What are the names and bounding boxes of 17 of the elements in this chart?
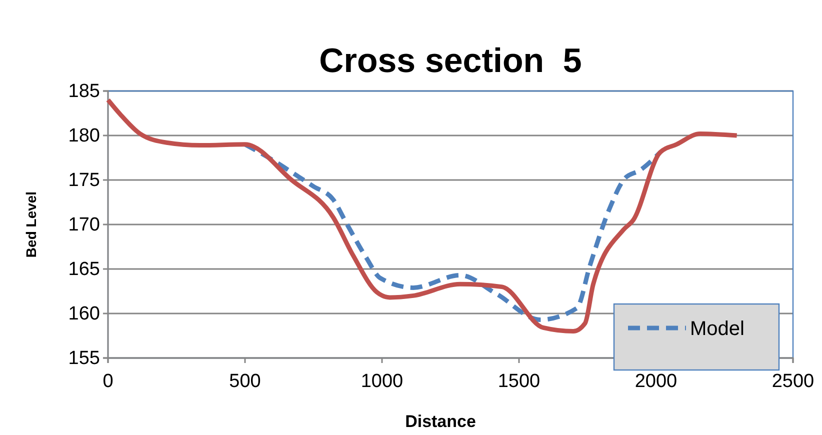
y-tick-label: 160 — [68, 304, 100, 325]
y-tick-label: 165 — [68, 259, 100, 280]
x-tick-label: 0 — [102, 370, 114, 392]
y-axis-title: Bed Level — [23, 191, 39, 258]
y-tick-label: 180 — [68, 126, 100, 147]
x-tick-label: 2500 — [772, 370, 814, 392]
chart-title: Cross section 5 — [319, 42, 582, 80]
y-tick-label: 155 — [68, 348, 100, 370]
x-tick-label: 1500 — [498, 370, 540, 392]
y-tick-label: 175 — [68, 170, 100, 192]
y-tick-label: 170 — [68, 214, 100, 236]
legend-label: Model — [690, 318, 744, 340]
x-axis-title: Distance — [405, 412, 476, 431]
y-tick-label: 185 — [68, 81, 100, 102]
x-tick-label: 500 — [229, 370, 261, 392]
x-tick-label: 2000 — [634, 370, 678, 392]
x-tick-label: 1000 — [360, 370, 404, 392]
